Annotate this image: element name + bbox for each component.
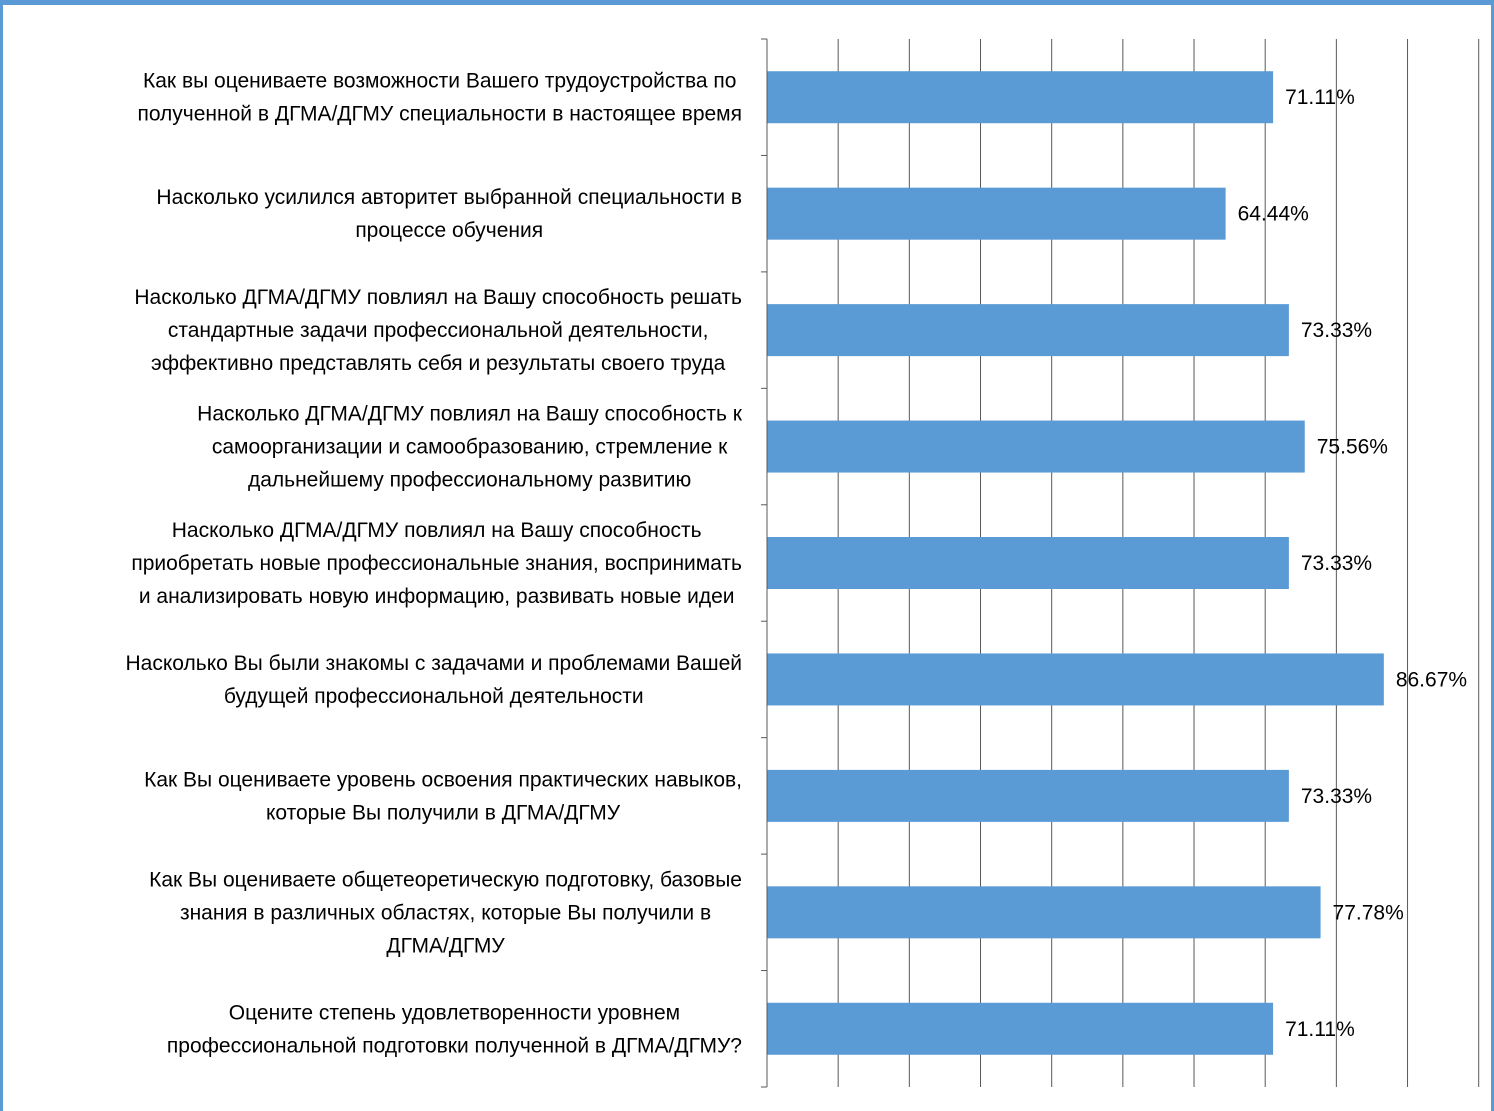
bar <box>767 1002 1274 1055</box>
category-label: Как вы оцениваете возможности Вашего тру… <box>137 70 742 126</box>
data-label: 77.78% <box>1333 901 1404 924</box>
data-label: 73.33% <box>1301 319 1372 342</box>
bars <box>767 71 1384 1055</box>
category-label: Насколько ДГМА/ДГМУ повлиял на Вашу спос… <box>131 519 742 608</box>
bar <box>767 537 1289 589</box>
category-label: Оцените степень удовлетворенности уровне… <box>167 1001 742 1057</box>
data-labels: 71.11% 64.44% 73.33% 75.56% 73.33% 86.67% 73.3… <box>1238 86 1467 1041</box>
category-label: Насколько ДГМА/ДГМУ повлиял на Вашу спос… <box>134 286 742 375</box>
category-axis <box>761 38 768 1088</box>
bar <box>767 653 1384 706</box>
data-label: 64.44% <box>1238 203 1309 226</box>
category-labels: Как вы оцениваете возможности Вашего тру… <box>126 70 743 1058</box>
category-label: Насколько усилился авторитет выбранной с… <box>156 186 742 242</box>
category-label: Как Вы оцениваете общетеоретическую подг… <box>149 868 742 957</box>
bar <box>767 420 1305 473</box>
bar <box>767 304 1289 357</box>
bar <box>767 187 1226 240</box>
data-label: 71.11% <box>1285 86 1355 109</box>
data-label: 73.33% <box>1301 785 1372 808</box>
bar <box>767 886 1321 939</box>
bar <box>767 769 1289 822</box>
category-label: Как Вы оцениваете уровень освоения практ… <box>144 768 742 824</box>
category-label: Насколько Вы были знакомы с задачами и п… <box>126 652 742 708</box>
data-label: 75.56% <box>1317 436 1388 459</box>
data-label: 73.33% <box>1301 552 1372 575</box>
category-label: Насколько ДГМА/ДГМУ повлиял на Вашу спос… <box>197 403 743 492</box>
data-label: 86.67% <box>1396 668 1467 691</box>
bar <box>767 71 1274 124</box>
data-label: 71.11% <box>1285 1018 1355 1041</box>
